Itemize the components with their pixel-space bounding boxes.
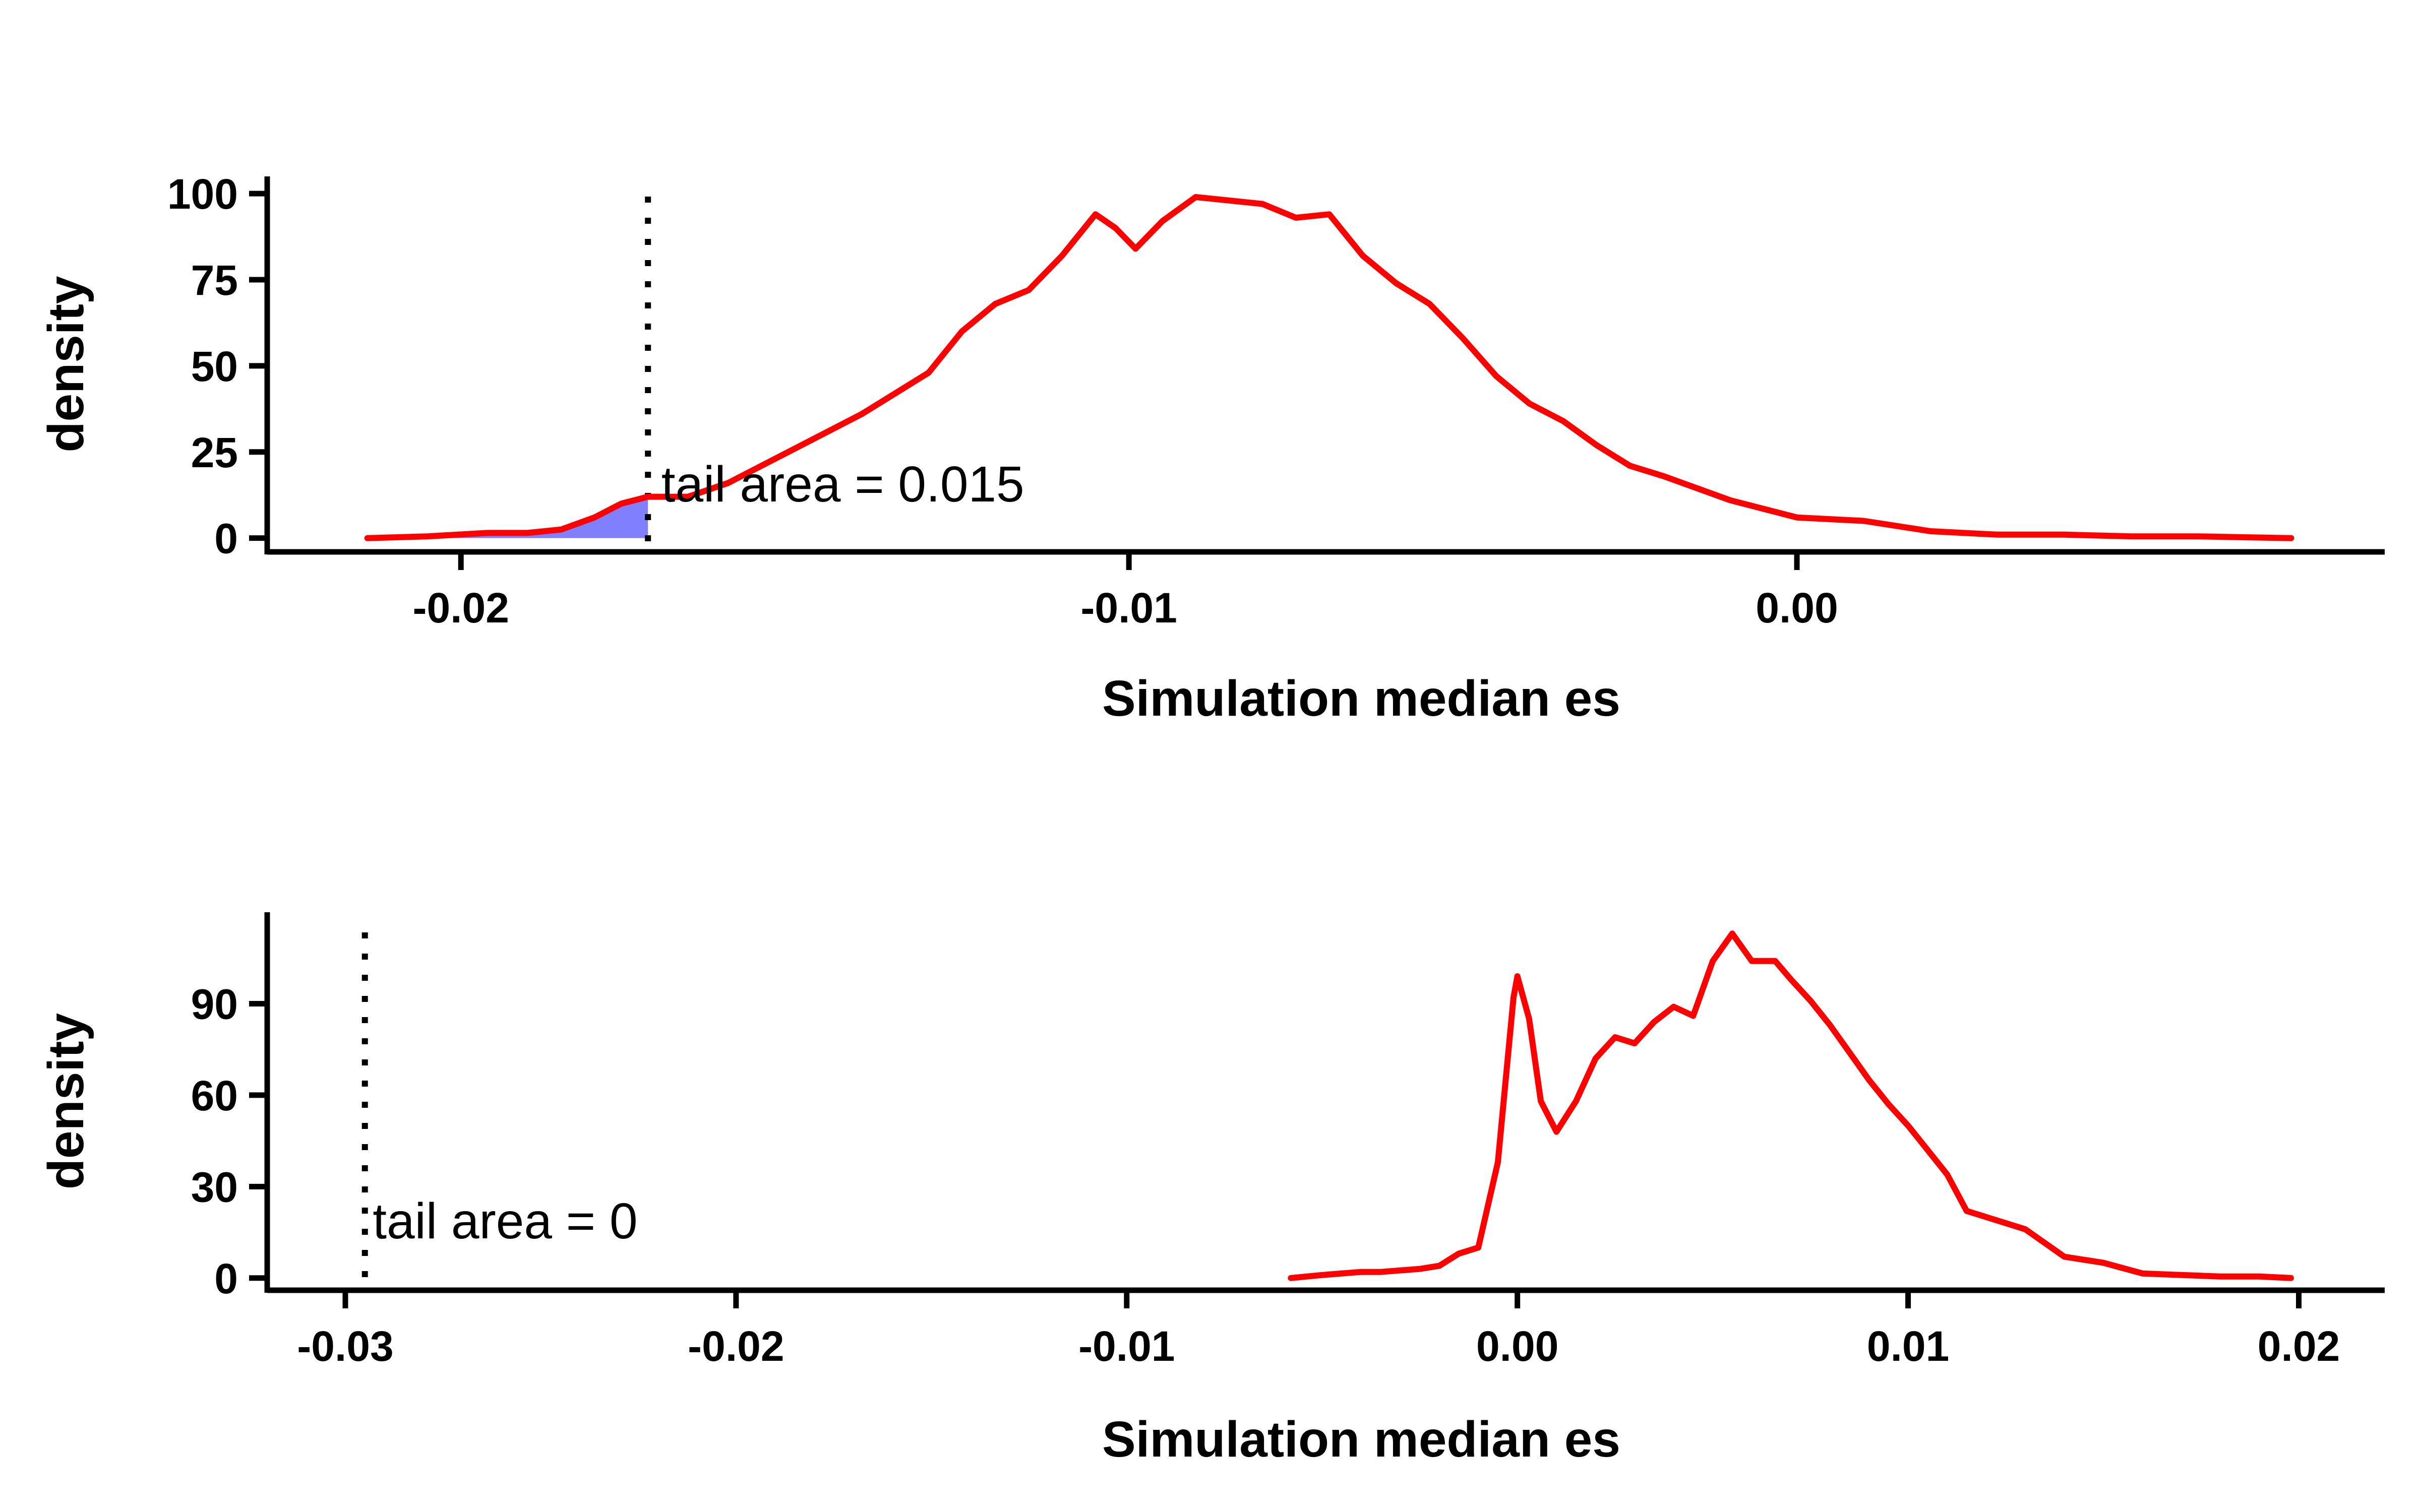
x-tick-label: -0.01 [1080,584,1177,632]
x-tick-label: -0.01 [1078,1322,1175,1370]
y-tick-label: 90 [191,980,238,1028]
y-tick-label: 50 [191,343,238,390]
tail-area-annotation: tail area = 0 [373,1193,637,1249]
x-tick-label: 0.01 [1867,1322,1950,1370]
x-tick-label: 0.00 [1756,584,1838,632]
x-tick-label: 0.00 [1476,1322,1559,1370]
top-density-panel: -0.02 -0.01 0.00 0 25 50 75 100 Simulation media… [38,170,2385,727]
density-curve [1288,930,2294,1281]
y-tick-label: 60 [191,1072,238,1119]
x-tick-label: -0.03 [297,1322,393,1370]
y-tick-label: 0 [214,1255,238,1302]
x-tick-label: -0.02 [688,1322,784,1370]
tail-area-fill [367,496,648,538]
x-tick-label: 0.02 [2258,1322,2340,1370]
y-axis-title: density [38,1013,94,1189]
y-tick-label: 25 [191,429,238,476]
y-tick-label: 100 [167,170,238,218]
x-axis-title: Simulation median es [1102,1411,1620,1468]
y-tick-label: 0 [214,515,238,562]
density-curve [364,194,2294,541]
tail-area-annotation: tail area = 0.015 [661,456,1024,513]
y-tick-label: 30 [191,1163,238,1211]
x-tick-label: -0.02 [412,584,509,632]
y-tick-label: 75 [191,257,238,304]
y-axis-title: density [38,276,94,452]
x-axis-title: Simulation median es [1102,670,1620,727]
bottom-density-panel: -0.03 -0.02 -0.01 0.00 0.01 0.02 0 30 60 90 Simula… [38,912,2385,1468]
